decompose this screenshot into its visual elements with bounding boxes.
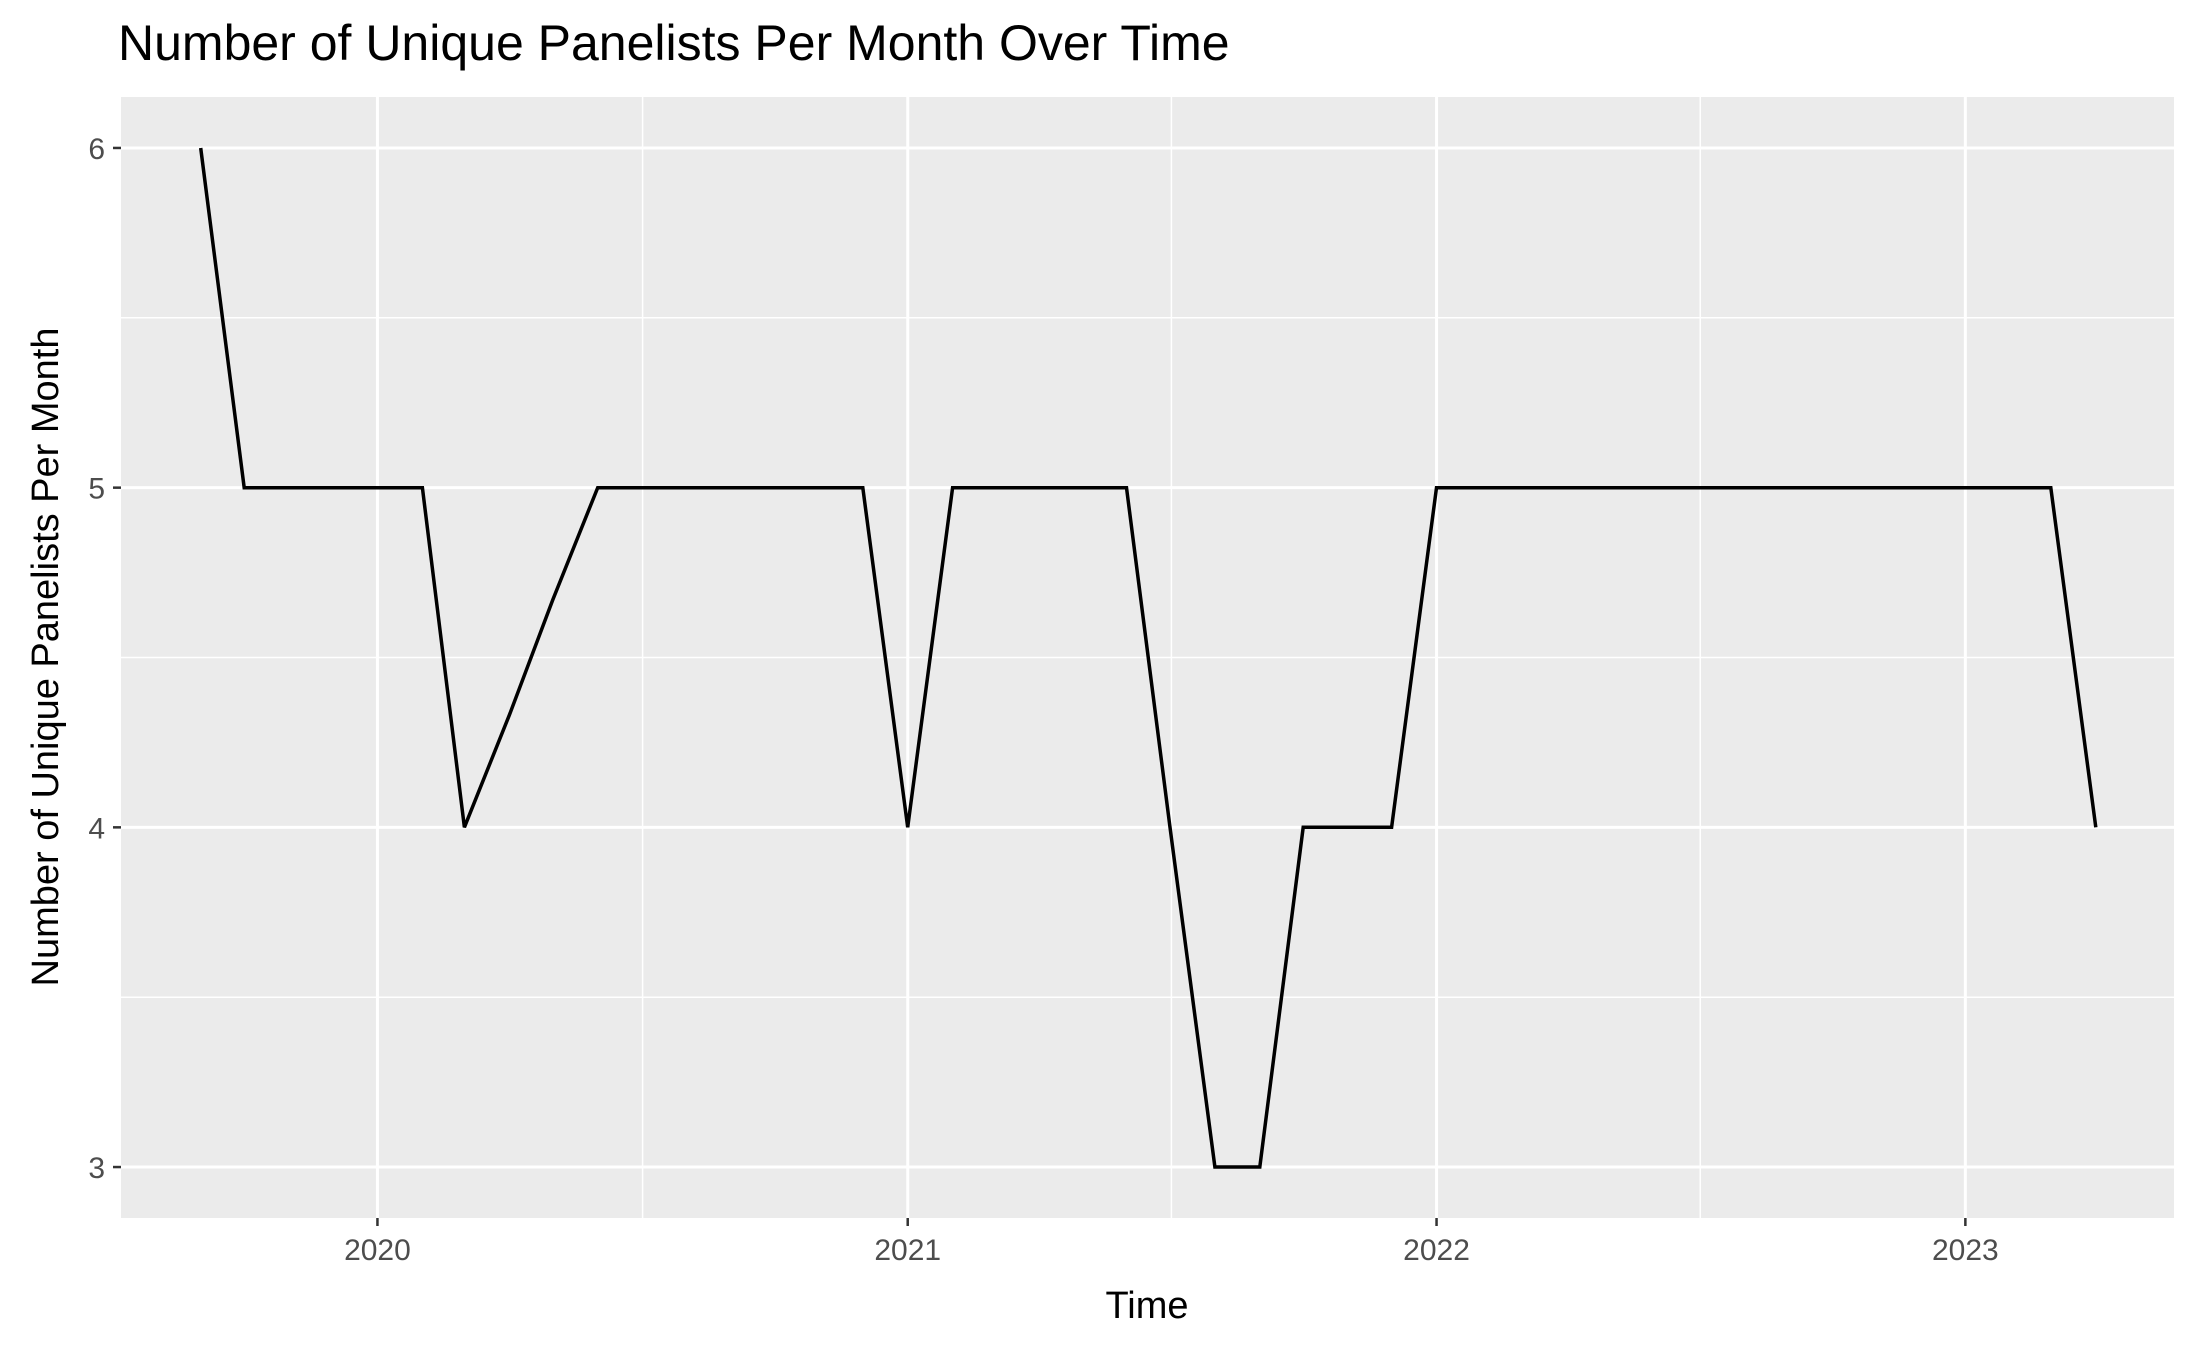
x-axis-label: Time xyxy=(1105,1285,1188,1327)
x-tick-label: 2022 xyxy=(1403,1234,1470,1267)
series-line xyxy=(198,147,2098,1169)
y-tick-label: 3 xyxy=(88,1152,105,1185)
minor-gridlines xyxy=(121,97,2174,1218)
chart-title: Number of Unique Panelists Per Month Ove… xyxy=(118,15,1230,71)
y-tick-label: 5 xyxy=(88,473,105,506)
y-tick-label: 4 xyxy=(88,812,105,845)
y-axis: 3 4 5 6 xyxy=(88,133,121,1185)
x-tick-label: 2021 xyxy=(874,1234,941,1267)
y-axis-label: Number of Unique Panelists Per Month xyxy=(25,328,67,987)
x-tick-label: 2020 xyxy=(344,1234,411,1267)
x-axis: 2020 2021 2022 2023 xyxy=(344,1218,1999,1267)
y-tick-label: 6 xyxy=(88,133,105,166)
x-tick-label: 2023 xyxy=(1932,1234,1999,1267)
